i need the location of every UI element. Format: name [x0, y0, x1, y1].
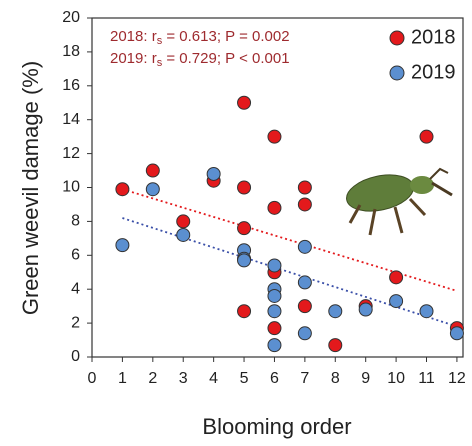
point: [298, 240, 311, 253]
legend-marker: [390, 31, 404, 45]
point: [116, 239, 129, 252]
y-tick-label: 12: [62, 145, 80, 162]
y-tick-label: 0: [71, 348, 80, 365]
annotation: 2019: rs = 0.729; P < 0.001: [110, 50, 290, 69]
x-tick-label: 7: [300, 370, 309, 387]
x-tick-label: 1: [118, 370, 127, 387]
point: [177, 215, 190, 228]
y-tick-label: 16: [62, 77, 80, 94]
point: [420, 305, 433, 318]
x-tick-label: 10: [387, 370, 405, 387]
point: [238, 254, 251, 267]
legend-label: 2019: [411, 61, 456, 83]
annotation-text: 2018: r: [110, 28, 157, 45]
point: [207, 167, 220, 180]
x-tick-label: 11: [418, 370, 435, 387]
y-tick-label: 6: [71, 247, 80, 264]
x-axis-label: Blooming order: [202, 414, 351, 439]
y-tick-label: 18: [62, 43, 80, 60]
x-tick-label: 3: [179, 370, 188, 387]
point: [268, 201, 281, 214]
point: [450, 327, 463, 340]
point: [238, 181, 251, 194]
point: [390, 271, 403, 284]
x-tick-label: 8: [331, 370, 340, 387]
point: [268, 339, 281, 352]
annotation-text: = 0.729; P < 0.001: [162, 50, 289, 67]
y-axis-label: Green weevil damage (%): [18, 61, 43, 315]
annotation-text: 2019: r: [110, 50, 157, 67]
annotation-text: = 0.613; P = 0.002: [162, 28, 289, 45]
y-tick-label: 2: [71, 314, 80, 331]
point: [298, 327, 311, 340]
point: [329, 339, 342, 352]
x-tick-label: 6: [270, 370, 279, 387]
x-tick-label: 5: [240, 370, 249, 387]
point: [268, 259, 281, 272]
page: Blooming order Green weevil damage (%) 0…: [0, 0, 472, 446]
point: [268, 322, 281, 335]
y-tick-label: 8: [71, 213, 80, 230]
x-tick-label: 4: [209, 370, 218, 387]
point: [238, 96, 251, 109]
x-tick-label: 2: [148, 370, 157, 387]
point: [146, 183, 159, 196]
point: [238, 222, 251, 235]
chart: Blooming order Green weevil damage (%) 0…: [0, 0, 472, 446]
point: [298, 300, 311, 313]
legend-marker: [390, 66, 404, 80]
point: [390, 295, 403, 308]
point: [298, 181, 311, 194]
legend-label: 2018: [411, 26, 456, 48]
point: [268, 289, 281, 302]
x-tick-label: 9: [361, 370, 370, 387]
y-tick-label: 4: [71, 280, 80, 297]
point: [359, 303, 372, 316]
point: [420, 130, 433, 143]
weevil-picture: [343, 169, 452, 235]
x-tick-label: 12: [448, 370, 466, 387]
point: [298, 198, 311, 211]
point: [268, 130, 281, 143]
y-tick-label: 20: [62, 9, 80, 26]
annotation: 2018: rs = 0.613; P = 0.002: [110, 28, 290, 47]
point: [298, 276, 311, 289]
y-tick-label: 14: [62, 111, 80, 128]
point: [116, 183, 129, 196]
y-tick-label: 10: [62, 179, 80, 196]
point: [146, 164, 159, 177]
x-tick-label: 0: [88, 370, 97, 387]
point: [177, 228, 190, 241]
trend-line: [122, 218, 457, 326]
point: [238, 305, 251, 318]
point: [268, 305, 281, 318]
point: [329, 305, 342, 318]
trend-line: [122, 189, 457, 291]
